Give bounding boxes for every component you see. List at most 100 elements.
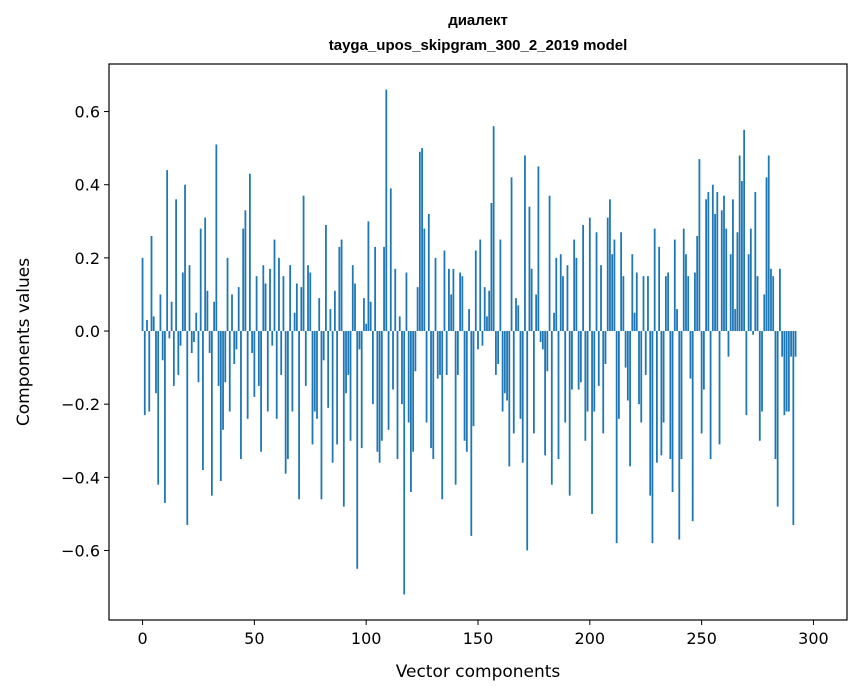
bar-component-157 bbox=[492, 126, 495, 332]
bar-component-151 bbox=[479, 239, 482, 332]
bar-component-212 bbox=[615, 331, 618, 544]
bar-component-191 bbox=[568, 331, 571, 496]
bar-component-39 bbox=[228, 331, 231, 412]
bar-component-70 bbox=[298, 331, 300, 500]
bar-component-150 bbox=[477, 331, 479, 350]
bar-component-255 bbox=[711, 184, 714, 332]
bar-component-113 bbox=[394, 268, 397, 332]
bar-component-48 bbox=[249, 173, 251, 332]
bar-component-188 bbox=[562, 276, 564, 332]
bar-component-173 bbox=[528, 206, 531, 332]
chart-title-line2: tayga_upos_skipgram_300_2_2019 model bbox=[329, 37, 628, 54]
bar-component-123 bbox=[416, 287, 419, 332]
bar-component-79 bbox=[318, 298, 321, 332]
bar-component-15 bbox=[175, 199, 177, 332]
bar-component-14 bbox=[172, 331, 175, 386]
bar-component-203 bbox=[595, 232, 598, 332]
x-tick-label: 300 bbox=[798, 629, 829, 648]
bar-component-10 bbox=[164, 331, 166, 503]
bar-component-31 bbox=[210, 331, 213, 496]
bar-component-184 bbox=[553, 312, 555, 332]
bar-component-272 bbox=[749, 228, 752, 332]
bar-component-160 bbox=[499, 239, 502, 332]
y-tick-label: −0.4 bbox=[61, 468, 100, 487]
bar-component-289 bbox=[787, 331, 790, 412]
bar-component-25 bbox=[197, 331, 200, 383]
bar-component-35 bbox=[219, 331, 222, 481]
bar-component-109 bbox=[385, 89, 388, 332]
bar-component-121 bbox=[412, 331, 415, 452]
bar-component-242 bbox=[682, 228, 685, 332]
bar-component-63 bbox=[282, 276, 285, 332]
bar-component-285 bbox=[779, 268, 781, 332]
bar-component-24 bbox=[195, 312, 198, 332]
bar-component-137 bbox=[448, 268, 450, 332]
bar-component-27 bbox=[202, 331, 204, 471]
bar-component-26 bbox=[199, 228, 202, 332]
bar-component-53 bbox=[260, 331, 262, 452]
bar-component-262 bbox=[727, 331, 730, 357]
y-tick-label: 0.0 bbox=[75, 322, 100, 341]
bar-component-139 bbox=[452, 268, 455, 332]
bar-component-218 bbox=[629, 331, 631, 467]
bar-component-144 bbox=[463, 331, 466, 441]
bar-component-284 bbox=[776, 331, 779, 507]
bar-component-198 bbox=[584, 331, 587, 441]
bar-component-7 bbox=[157, 331, 160, 485]
bar-component-232 bbox=[660, 331, 663, 456]
bar-component-179 bbox=[541, 331, 544, 350]
bar-component-52 bbox=[257, 331, 260, 386]
bar-component-74 bbox=[307, 265, 309, 332]
bar-component-257 bbox=[716, 192, 719, 332]
bar-component-239 bbox=[676, 309, 678, 332]
bar-component-202 bbox=[593, 331, 596, 412]
bar-component-128 bbox=[427, 213, 430, 332]
bar-component-126 bbox=[423, 228, 426, 332]
x-axis-ticks: 0 50 100 150 200 250 300 bbox=[137, 620, 829, 648]
bar-component-40 bbox=[231, 294, 233, 332]
bar-component-49 bbox=[251, 331, 254, 353]
bar-component-145 bbox=[465, 331, 468, 452]
bar-component-209 bbox=[609, 199, 611, 332]
bar-component-110 bbox=[387, 331, 390, 430]
x-tick-label: 100 bbox=[351, 629, 382, 648]
bar-component-125 bbox=[421, 148, 423, 332]
y-tick-label: 0.2 bbox=[75, 249, 100, 268]
bar-component-2 bbox=[146, 320, 148, 332]
bar-component-118 bbox=[405, 272, 408, 332]
bar-component-196 bbox=[579, 331, 582, 383]
bar-component-20 bbox=[186, 331, 189, 525]
bar-component-180 bbox=[544, 331, 546, 456]
bar-component-5 bbox=[152, 316, 155, 332]
bar-component-186 bbox=[557, 331, 560, 460]
bar-component-162 bbox=[503, 331, 506, 394]
bar-component-108 bbox=[383, 246, 385, 332]
bar-component-97 bbox=[358, 331, 361, 350]
bar-component-13 bbox=[170, 301, 173, 332]
bar-component-80 bbox=[320, 331, 323, 500]
bar-component-76 bbox=[311, 331, 314, 445]
bar-component-11 bbox=[166, 170, 169, 332]
bar-component-78 bbox=[316, 331, 318, 419]
bar-component-224 bbox=[642, 276, 645, 332]
bar-component-60 bbox=[275, 331, 278, 419]
bar-component-29 bbox=[206, 290, 209, 332]
bar-component-21 bbox=[188, 265, 191, 332]
bar-component-244 bbox=[687, 276, 690, 332]
x-axis-label: Vector components bbox=[396, 662, 561, 682]
bar-component-102 bbox=[369, 301, 372, 332]
bar-component-12 bbox=[168, 331, 171, 339]
bar-component-130 bbox=[432, 331, 435, 460]
bar-component-133 bbox=[439, 331, 441, 375]
bar-component-167 bbox=[515, 298, 517, 332]
bar-component-283 bbox=[774, 331, 777, 460]
bar-component-141 bbox=[456, 331, 459, 375]
bar-component-22 bbox=[190, 331, 193, 353]
bar-component-47 bbox=[246, 331, 249, 419]
bar-component-1 bbox=[143, 331, 146, 416]
bar-component-57 bbox=[269, 268, 271, 332]
bar-component-219 bbox=[631, 254, 634, 332]
bar-component-100 bbox=[365, 323, 368, 332]
bar-component-140 bbox=[454, 331, 457, 485]
